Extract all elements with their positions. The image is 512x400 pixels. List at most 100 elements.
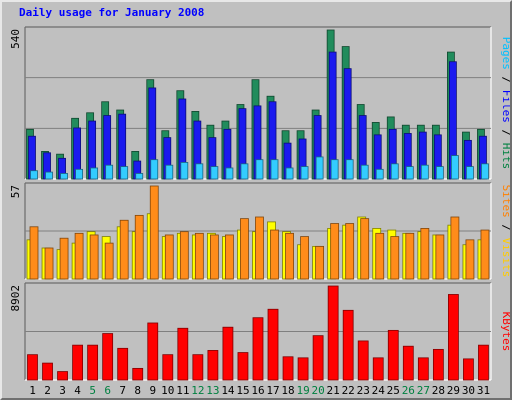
bar-pages-day-7 <box>120 166 129 180</box>
x-tick-label-day-27: 27 <box>417 384 430 397</box>
bar-kbytes-day-8 <box>132 367 144 381</box>
x-tick-label-day-21: 21 <box>327 384 340 397</box>
bar-kbytes-day-21 <box>327 285 339 381</box>
bar-sites-day-27 <box>420 228 430 280</box>
x-tick-label-day-13: 13 <box>206 384 219 397</box>
chart-title: Daily usage for January 2008 <box>19 6 204 19</box>
bar-sites-day-15 <box>240 218 249 280</box>
bar-kbytes-day-7 <box>117 347 129 381</box>
bar-sites-day-22 <box>345 223 355 280</box>
bar-pages-day-14 <box>225 167 234 180</box>
x-tick-label-day-8: 8 <box>134 384 141 397</box>
bar-pages-day-30 <box>466 166 474 180</box>
bar-kbytes-day-6 <box>102 333 114 381</box>
panel-visits-sites: 57 Sites / Visits <box>9 182 510 280</box>
bar-pages-day-21 <box>330 159 339 180</box>
bar-pages-day-27 <box>420 164 429 180</box>
x-tick-label-day-10: 10 <box>161 384 174 397</box>
x-tick-label-day-29: 29 <box>447 384 460 397</box>
series-label-part: / <box>500 218 510 238</box>
series-label: KBytes <box>500 312 510 352</box>
bar-kbytes-day-26 <box>402 345 414 381</box>
bar-sites-day-20 <box>315 245 325 280</box>
x-tick-label-day-30: 30 <box>462 384 475 397</box>
bar-kbytes-day-4 <box>72 344 83 381</box>
x-tick-label-day-1: 1 <box>29 384 36 397</box>
series-label-part: / <box>500 123 510 143</box>
bar-sites-day-8 <box>134 214 144 280</box>
series-label-part: Hits <box>500 143 510 170</box>
bar-kbytes-day-24 <box>372 357 384 381</box>
bar-kbytes-day-11 <box>177 327 189 381</box>
x-tick-label-day-6: 6 <box>104 384 111 397</box>
series-label-part: Pages <box>500 37 510 70</box>
x-tick-label-day-15: 15 <box>236 384 249 397</box>
bar-pages-day-1 <box>30 170 38 180</box>
x-tick-label-day-14: 14 <box>221 384 235 397</box>
x-tick-label-day-26: 26 <box>402 384 415 397</box>
x-tick-label-day-3: 3 <box>59 384 66 397</box>
x-tick-label-day-31: 31 <box>477 384 490 397</box>
bar-kbytes-day-29 <box>447 294 459 381</box>
x-tick-label-day-19: 19 <box>296 384 309 397</box>
bar-kbytes-day-17 <box>267 308 279 381</box>
bar-kbytes-day-23 <box>357 340 369 381</box>
bar-sites-day-11 <box>179 231 189 280</box>
bar-kbytes-day-1 <box>27 354 38 381</box>
bar-pages-day-5 <box>90 167 99 180</box>
bar-pages-day-25 <box>390 163 399 180</box>
bar-kbytes-day-10 <box>162 354 174 381</box>
x-tick-label-day-4: 4 <box>74 384 81 397</box>
bar-sites-day-23 <box>360 218 370 280</box>
bar-kbytes-day-5 <box>87 344 99 381</box>
bar-sites-day-5 <box>89 234 99 280</box>
bar-pages-day-15 <box>240 163 249 180</box>
bar-sites-day-13 <box>209 234 219 280</box>
bar-pages-day-17 <box>270 159 279 180</box>
x-tick-label-day-25: 25 <box>387 384 400 397</box>
bar-kbytes-day-30 <box>463 358 474 381</box>
x-tick-label-day-18: 18 <box>281 384 294 397</box>
bar-sites-day-4 <box>74 232 84 280</box>
bar-kbytes-day-14 <box>222 326 234 381</box>
x-tick-label-day-7: 7 <box>119 384 126 397</box>
x-tick-label-day-24: 24 <box>372 384 386 397</box>
bar-pages-day-3 <box>60 173 68 180</box>
bar-pages-day-12 <box>195 163 204 180</box>
bar-pages-day-31 <box>481 163 489 180</box>
bar-sites-day-29 <box>450 216 460 280</box>
bar-sites-day-3 <box>59 237 69 280</box>
bar-kbytes-day-20 <box>312 335 324 381</box>
bar-pages-day-29 <box>450 155 459 180</box>
x-tick-label-day-22: 22 <box>342 384 355 397</box>
bar-sites-day-9 <box>149 185 159 280</box>
bar-sites-day-1 <box>29 226 39 280</box>
series-label-part: Visits <box>500 238 510 278</box>
bar-sites-day-30 <box>465 239 475 280</box>
bar-kbytes-day-2 <box>42 362 53 381</box>
bar-pages-day-9 <box>150 159 159 180</box>
bar-sites-day-14 <box>225 234 234 280</box>
bar-sites-day-6 <box>104 242 114 280</box>
bar-pages-day-13 <box>210 166 219 180</box>
bar-pages-day-11 <box>180 162 189 180</box>
bar-kbytes-day-13 <box>207 350 219 381</box>
bar-sites-day-21 <box>330 223 340 280</box>
bar-kbytes-day-15 <box>237 352 249 381</box>
bar-sites-day-12 <box>194 232 204 280</box>
bar-sites-day-2 <box>44 247 54 280</box>
bar-pages-day-4 <box>75 168 83 180</box>
x-tick-label-day-2: 2 <box>44 384 51 397</box>
x-tick-label-day-11: 11 <box>176 384 189 397</box>
bar-sites-day-17 <box>270 229 279 280</box>
x-axis: 1 2 3 4 5 6 7 8 9 10 11 12 13 14 15 16 17 18 19 20 21 22 23 24 2… <box>29 384 490 397</box>
bar-kbytes-day-22 <box>342 309 354 381</box>
bar-pages-day-2 <box>45 171 53 180</box>
bar-kbytes-day-16 <box>252 317 264 381</box>
series-label-part: Sites <box>500 185 510 218</box>
bar-kbytes-day-27 <box>417 357 429 381</box>
bar-sites-day-16 <box>255 216 264 280</box>
bar-pages-day-19 <box>300 166 309 180</box>
series-label-part: Files <box>500 90 510 123</box>
